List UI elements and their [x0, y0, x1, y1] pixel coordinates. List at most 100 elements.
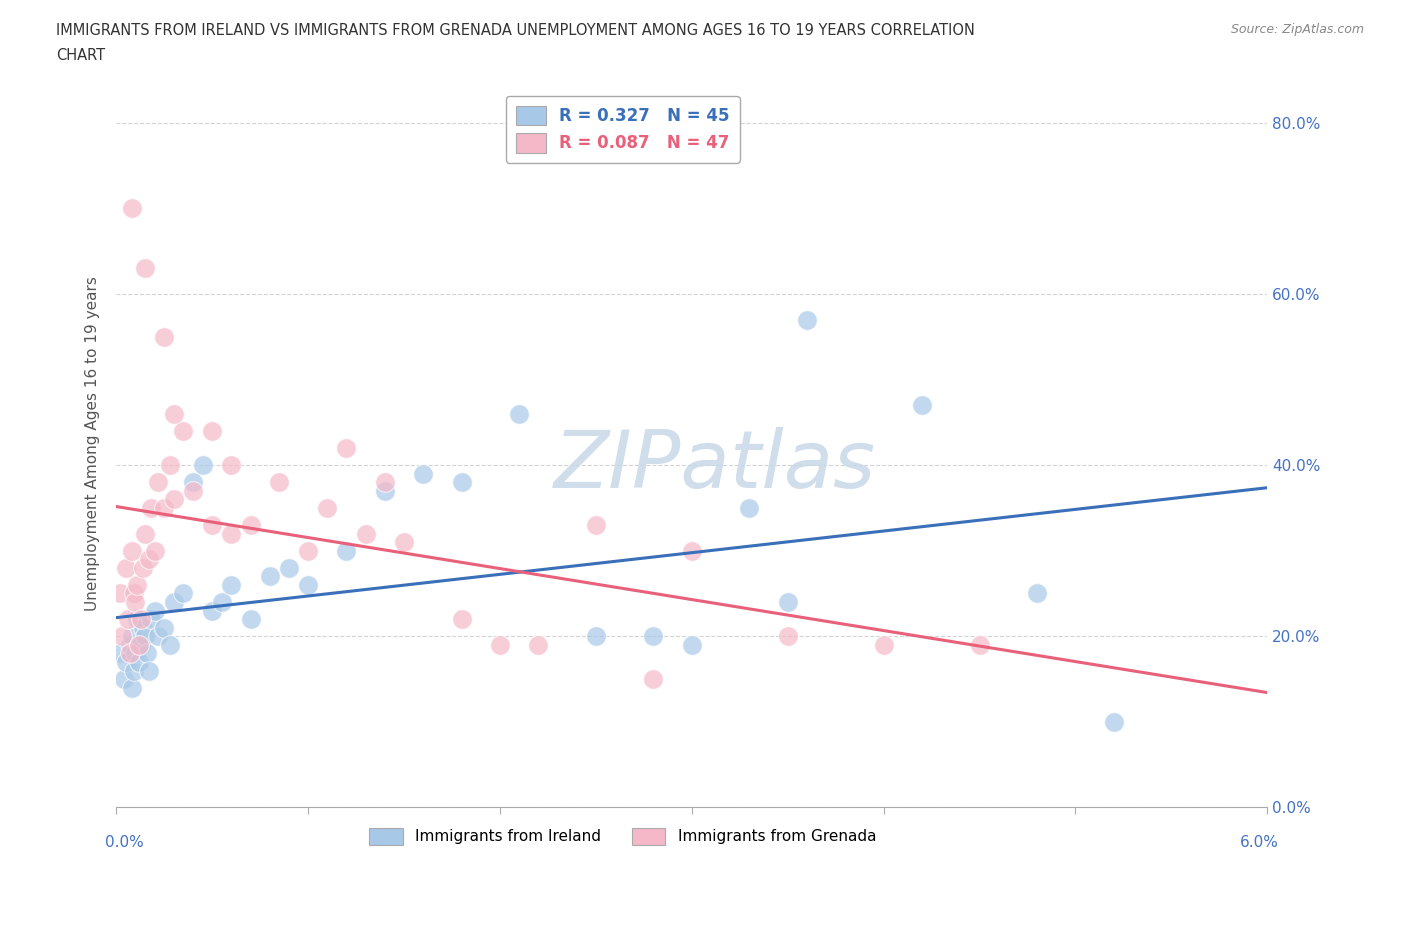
- Y-axis label: Unemployment Among Ages 16 to 19 years: Unemployment Among Ages 16 to 19 years: [86, 276, 100, 611]
- Point: [118, 637, 141, 652]
- Point: [1026, 586, 1049, 601]
- Point: [297, 543, 319, 558]
- Point: [138, 551, 160, 566]
- Point: [796, 312, 818, 327]
- Point: [191, 458, 214, 472]
- Point: [129, 637, 152, 652]
- Point: [122, 586, 145, 601]
- Point: [143, 604, 166, 618]
- Point: [221, 458, 243, 472]
- Point: [121, 629, 143, 644]
- Point: [112, 671, 135, 686]
- Point: [776, 629, 799, 644]
- Point: [489, 637, 512, 652]
- Point: [585, 629, 607, 644]
- Point: [259, 569, 281, 584]
- Point: [508, 406, 530, 421]
- Point: [172, 423, 194, 438]
- Point: [211, 594, 233, 609]
- Point: [911, 398, 934, 413]
- Point: [277, 561, 299, 576]
- Text: CHART: CHART: [56, 48, 105, 63]
- Point: [450, 475, 472, 490]
- Point: [354, 526, 377, 541]
- Point: [172, 586, 194, 601]
- Point: [872, 637, 894, 652]
- Point: [121, 680, 143, 695]
- Point: [1102, 714, 1125, 729]
- Point: [148, 629, 170, 644]
- Point: [124, 594, 146, 609]
- Point: [139, 500, 162, 515]
- Point: [153, 500, 176, 515]
- Point: [374, 484, 396, 498]
- Point: [221, 526, 243, 541]
- Point: [121, 543, 143, 558]
- Point: [681, 637, 703, 652]
- Point: [148, 475, 170, 490]
- Point: [335, 543, 357, 558]
- Point: [585, 518, 607, 533]
- Point: [143, 543, 166, 558]
- Point: [136, 646, 159, 661]
- Point: [138, 663, 160, 678]
- Point: [153, 620, 176, 635]
- Text: 6.0%: 6.0%: [1240, 835, 1279, 850]
- Point: [121, 201, 143, 216]
- Point: [132, 620, 155, 635]
- Point: [450, 612, 472, 627]
- Point: [335, 441, 357, 456]
- Point: [239, 518, 262, 533]
- Point: [159, 637, 181, 652]
- Point: [134, 261, 156, 276]
- Point: [118, 646, 141, 661]
- Point: [111, 629, 134, 644]
- Point: [643, 629, 665, 644]
- Point: [201, 423, 224, 438]
- Text: 0.0%: 0.0%: [105, 835, 143, 850]
- Point: [128, 655, 150, 670]
- Point: [969, 637, 991, 652]
- Point: [681, 543, 703, 558]
- Point: [316, 500, 339, 515]
- Legend: Immigrants from Ireland, Immigrants from Grenada: Immigrants from Ireland, Immigrants from…: [363, 822, 882, 851]
- Point: [201, 604, 224, 618]
- Point: [181, 475, 204, 490]
- Point: [392, 535, 415, 550]
- Point: [115, 561, 138, 576]
- Point: [738, 500, 761, 515]
- Point: [124, 646, 146, 661]
- Text: IMMIGRANTS FROM IRELAND VS IMMIGRANTS FROM GRENADA UNEMPLOYMENT AMONG AGES 16 TO: IMMIGRANTS FROM IRELAND VS IMMIGRANTS FR…: [56, 23, 976, 38]
- Point: [153, 329, 176, 344]
- Point: [129, 612, 152, 627]
- Point: [239, 612, 262, 627]
- Text: Source: ZipAtlas.com: Source: ZipAtlas.com: [1230, 23, 1364, 36]
- Point: [108, 646, 131, 661]
- Point: [127, 578, 149, 592]
- Point: [134, 526, 156, 541]
- Point: [527, 637, 550, 652]
- Point: [134, 629, 156, 644]
- Point: [374, 475, 396, 490]
- Point: [163, 406, 186, 421]
- Point: [776, 594, 799, 609]
- Point: [163, 594, 186, 609]
- Point: [122, 663, 145, 678]
- Point: [269, 475, 291, 490]
- Point: [139, 612, 162, 627]
- Point: [127, 612, 149, 627]
- Point: [117, 612, 139, 627]
- Point: [297, 578, 319, 592]
- Text: ZIPatlas: ZIPatlas: [554, 427, 876, 505]
- Point: [412, 466, 434, 481]
- Point: [115, 655, 138, 670]
- Point: [132, 561, 155, 576]
- Point: [221, 578, 243, 592]
- Point: [108, 586, 131, 601]
- Point: [128, 637, 150, 652]
- Point: [159, 458, 181, 472]
- Point: [163, 492, 186, 507]
- Point: [181, 484, 204, 498]
- Point: [201, 518, 224, 533]
- Point: [643, 671, 665, 686]
